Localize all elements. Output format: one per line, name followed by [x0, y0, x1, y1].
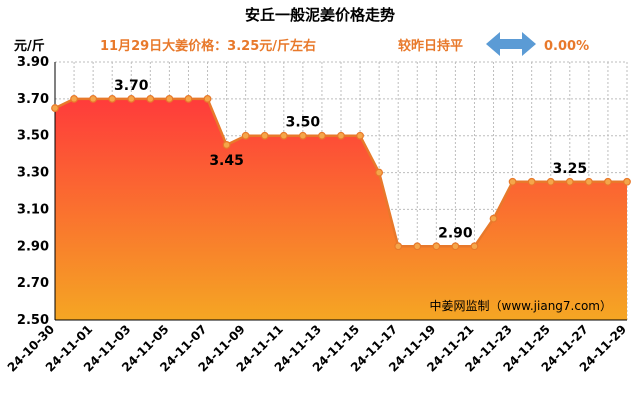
change-label: 较昨日持平 — [398, 38, 463, 54]
y-tick-label: 2.70 — [17, 276, 49, 291]
data-point — [337, 131, 345, 140]
y-tick-label: 3.90 — [17, 55, 49, 70]
watermark: 中姜网监制（www.jiang7.com） — [430, 298, 612, 313]
data-point — [432, 242, 441, 251]
data-label: 3.50 — [286, 115, 321, 131]
x-tick-labels: 24-10-3024-11-0124-11-0324-11-0524-11-07… — [5, 322, 629, 374]
data-point — [489, 214, 498, 223]
change-value: 0.00% — [544, 39, 589, 54]
data-point — [413, 242, 422, 251]
double-arrow-icon — [486, 32, 536, 56]
y-tick-label: 3.50 — [17, 129, 49, 144]
data-point — [375, 168, 384, 177]
data-point — [241, 131, 250, 140]
data-point — [108, 94, 117, 103]
data-point — [51, 104, 59, 112]
data-point — [394, 242, 403, 251]
data-point — [470, 242, 479, 251]
data-point — [298, 131, 307, 140]
data-point — [508, 177, 517, 186]
data-point — [546, 177, 555, 186]
data-point — [127, 94, 136, 103]
y-tick-labels: 2.50 2.70 2.90 3.10 3.30 3.50 3.70 3.90 — [17, 55, 49, 328]
y-tick-label: 2.90 — [17, 239, 49, 254]
data-point — [184, 94, 193, 103]
data-point — [279, 131, 288, 140]
data-point — [222, 141, 231, 149]
data-point — [203, 94, 212, 103]
data-point — [260, 131, 269, 140]
data-labels: 3.70 3.45 3.50 2.90 3.25 — [114, 78, 587, 241]
data-point — [318, 131, 326, 140]
y-tick-label: 2.50 — [17, 313, 49, 328]
data-point — [565, 177, 574, 186]
data-point — [89, 94, 98, 103]
y-tick-label: 3.10 — [17, 202, 49, 217]
y-tick-label: 3.30 — [17, 166, 49, 181]
data-point — [165, 94, 174, 103]
data-point — [527, 177, 536, 186]
y-tick-label: 3.70 — [17, 92, 49, 107]
data-point — [451, 242, 460, 251]
data-point — [70, 94, 78, 103]
data-label: 3.25 — [553, 161, 588, 177]
y-axis-unit: 元/斤 — [14, 38, 45, 54]
data-label: 3.45 — [209, 153, 244, 169]
area-fill — [55, 98, 627, 320]
data-point — [623, 177, 631, 186]
data-point — [146, 94, 155, 103]
chart-title: 安丘一般泥姜价格走势 — [245, 6, 395, 24]
data-label: 3.70 — [114, 78, 149, 94]
data-point — [604, 177, 612, 186]
data-label: 2.90 — [438, 225, 473, 241]
data-point — [584, 177, 593, 186]
data-points — [51, 94, 631, 251]
headline-price: 11月29日大姜价格：3.25元/斤左右 — [100, 38, 316, 54]
data-point — [356, 131, 364, 140]
